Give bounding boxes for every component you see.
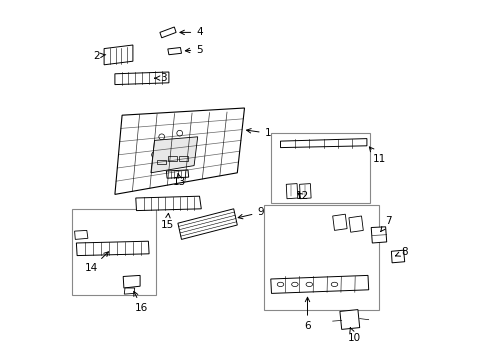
Polygon shape — [167, 48, 181, 55]
Text: 14: 14 — [85, 252, 108, 273]
Polygon shape — [339, 310, 359, 329]
Polygon shape — [123, 275, 140, 288]
Polygon shape — [178, 209, 237, 239]
Text: 7: 7 — [380, 216, 391, 231]
Text: 3: 3 — [154, 73, 166, 83]
Polygon shape — [75, 230, 88, 239]
Text: 16: 16 — [134, 292, 148, 313]
Text: 10: 10 — [347, 328, 360, 343]
Polygon shape — [124, 288, 134, 294]
Polygon shape — [115, 72, 168, 85]
Polygon shape — [160, 27, 176, 38]
Polygon shape — [76, 241, 149, 256]
Bar — [157, 160, 166, 164]
Text: 5: 5 — [185, 45, 203, 55]
Text: 15: 15 — [160, 213, 173, 230]
Text: 4: 4 — [180, 27, 203, 37]
Polygon shape — [285, 184, 297, 199]
Polygon shape — [104, 45, 133, 65]
Bar — [168, 156, 177, 161]
Polygon shape — [136, 196, 201, 211]
Polygon shape — [348, 216, 363, 232]
Bar — [271, 133, 370, 203]
Polygon shape — [115, 108, 244, 194]
Polygon shape — [151, 137, 197, 173]
Polygon shape — [166, 170, 188, 178]
Text: 9: 9 — [238, 207, 264, 219]
Polygon shape — [332, 214, 346, 230]
Text: 13: 13 — [173, 174, 186, 187]
Text: 6: 6 — [304, 297, 310, 331]
Polygon shape — [270, 275, 368, 293]
Polygon shape — [280, 139, 366, 148]
Text: 1: 1 — [246, 128, 271, 138]
Text: 12: 12 — [295, 191, 308, 201]
Polygon shape — [299, 184, 310, 199]
Text: 2: 2 — [93, 51, 105, 61]
Bar — [72, 209, 156, 295]
Polygon shape — [390, 250, 404, 263]
Text: 11: 11 — [368, 147, 386, 164]
Text: 8: 8 — [395, 247, 407, 257]
Bar — [179, 156, 187, 161]
Bar — [264, 205, 379, 310]
Polygon shape — [370, 227, 386, 243]
